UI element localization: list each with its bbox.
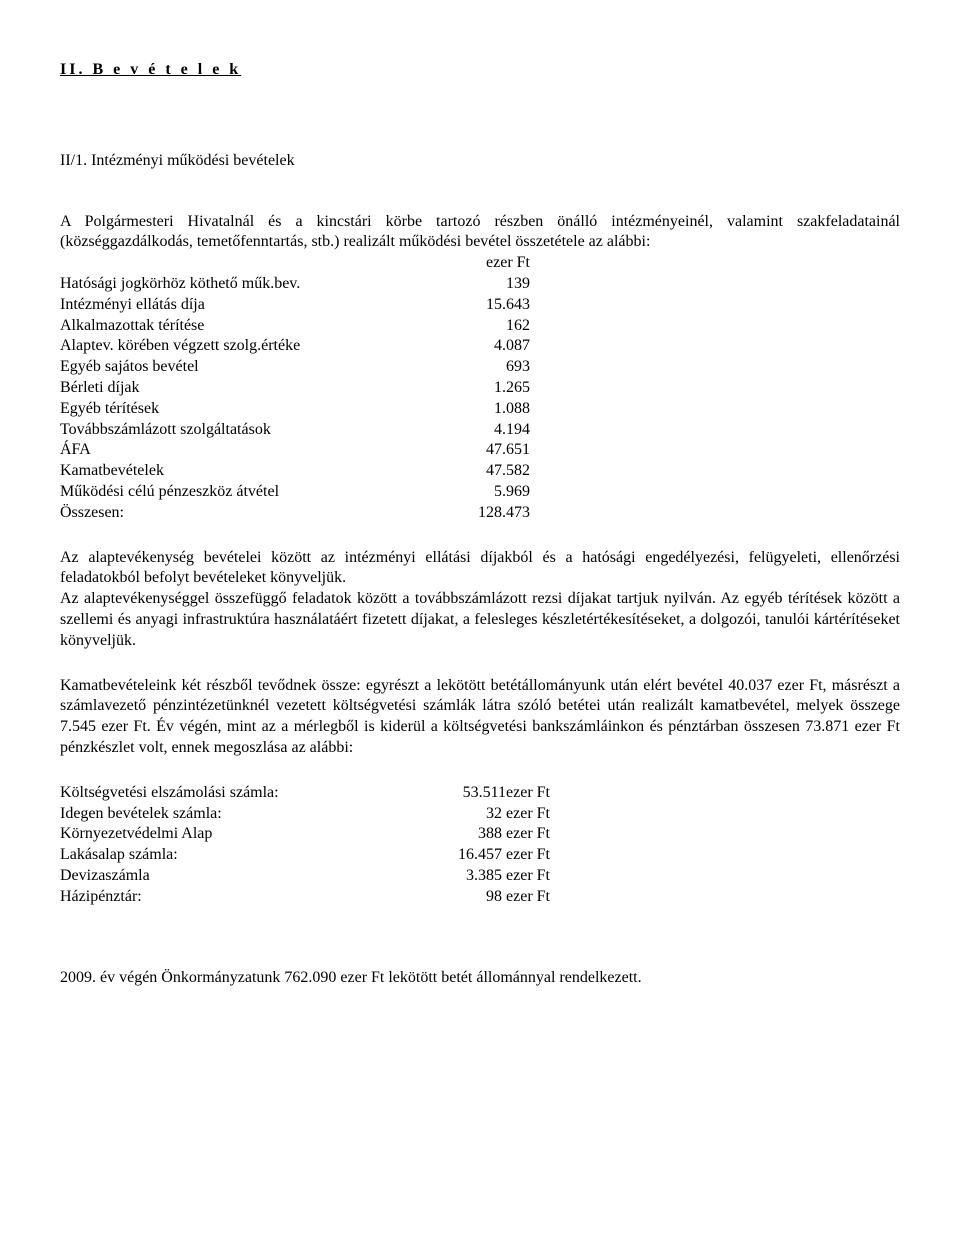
- table-row-value: 32 ezer Ft: [410, 804, 550, 825]
- table-row-label: Devizaszámla: [60, 866, 410, 887]
- table-row-label: Kamatbevételek: [60, 461, 410, 482]
- revenue-breakdown-table: ezer Ft Hatósági jogkörhöz köthető műk.b…: [60, 253, 900, 523]
- table-row-label: Alaptev. körében végzett szolg.értéke: [60, 336, 410, 357]
- table-row-label: Hatósági jogkörhöz köthető műk.bev.: [60, 274, 410, 295]
- table-row-label: Környezetvédelmi Alap: [60, 824, 410, 845]
- paragraph-3: Kamatbevételeink két részből tevődnek ös…: [60, 676, 900, 759]
- table-row-label: Intézményi ellátás díja: [60, 295, 410, 316]
- table-column-header: ezer Ft: [410, 253, 530, 274]
- table-row-value: 16.457 ezer Ft: [410, 845, 550, 866]
- table-row-label: Egyéb térítések: [60, 399, 410, 420]
- table-row-label: Alkalmazottak térítése: [60, 316, 410, 337]
- table-row-value: 388 ezer Ft: [410, 824, 550, 845]
- table-row-value: 98 ezer Ft: [410, 887, 550, 908]
- table-row-value: 5.969: [410, 482, 530, 503]
- table-row-label: Összesen:: [60, 503, 410, 524]
- table-row-value: 4.194: [410, 420, 530, 441]
- table-row-label: Házipénztár:: [60, 887, 410, 908]
- table-row-value: 53.511ezer Ft: [410, 783, 550, 804]
- table-row-value: 3.385 ezer Ft: [410, 866, 550, 887]
- table-row-value: 128.473: [410, 503, 530, 524]
- intro-paragraph: A Polgármesteri Hivatalnál és a kincstár…: [60, 212, 900, 254]
- section-title: II. B e v é t e l e k: [60, 60, 900, 81]
- table-row-value: 162: [410, 316, 530, 337]
- table-row-label: Költségvetési elszámolási számla:: [60, 783, 410, 804]
- table-row-label: Lakásalap számla:: [60, 845, 410, 866]
- table-row-value: 47.651: [410, 440, 530, 461]
- table-row-label: Továbbszámlázott szolgáltatások: [60, 420, 410, 441]
- table-row-value: 4.087: [410, 336, 530, 357]
- table-row-label: Bérleti díjak: [60, 378, 410, 399]
- table-row-value: 47.582: [410, 461, 530, 482]
- subsection-title: II/1. Intézményi működési bevételek: [60, 151, 900, 172]
- table-row-label: Egyéb sajátos bevétel: [60, 357, 410, 378]
- closing-paragraph: 2009. év végén Önkormányzatunk 762.090 e…: [60, 968, 900, 989]
- cash-breakdown-table: Költségvetési elszámolási számla:53.511e…: [60, 783, 900, 908]
- table-row-value: 693: [410, 357, 530, 378]
- table-row-label: Idegen bevételek számla:: [60, 804, 410, 825]
- table-header-spacer: [60, 253, 410, 274]
- table-row-value: 1.265: [410, 378, 530, 399]
- table-row-label: Működési célú pénzeszköz átvétel: [60, 482, 410, 503]
- table-row-value: 15.643: [410, 295, 530, 316]
- table-row-value: 1.088: [410, 399, 530, 420]
- table-row-value: 139: [410, 274, 530, 295]
- paragraph-1: Az alaptevékenység bevételei között az i…: [60, 548, 900, 590]
- paragraph-2: Az alaptevékenységgel összefüggő feladat…: [60, 589, 900, 651]
- table-row-label: ÁFA: [60, 440, 410, 461]
